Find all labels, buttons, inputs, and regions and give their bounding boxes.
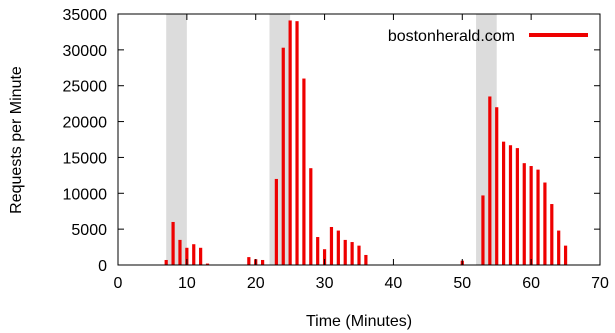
y-tick-label: 10000 [63, 186, 108, 203]
shaded-region [269, 14, 291, 265]
bar [488, 96, 492, 265]
bar [350, 242, 354, 265]
bar [522, 163, 526, 265]
bar [274, 178, 278, 265]
bar [281, 47, 285, 265]
x-tick-label: 10 [178, 275, 196, 292]
bar [343, 239, 347, 265]
bar [508, 145, 513, 265]
bar [309, 168, 313, 265]
x-tick-label: 40 [385, 275, 403, 292]
bar [550, 204, 554, 265]
bar [364, 254, 368, 265]
bar [164, 259, 168, 265]
x-tick-label: 50 [453, 275, 471, 292]
x-tick-label: 20 [247, 275, 265, 292]
bar [302, 78, 306, 266]
shaded-regions [166, 14, 497, 265]
bar [543, 182, 547, 265]
y-tick-label: 15000 [63, 150, 108, 167]
bar [199, 247, 203, 265]
bar [261, 259, 265, 265]
bar [481, 195, 485, 265]
bar [502, 141, 506, 265]
bar [185, 247, 189, 265]
x-tick-label: 70 [591, 275, 609, 292]
x-tick-label: 0 [114, 275, 123, 292]
y-tick-label: 5000 [71, 222, 107, 239]
y-tick-label: 0 [98, 258, 107, 275]
bar [536, 169, 540, 265]
shaded-region [476, 14, 497, 265]
bar [336, 230, 340, 265]
x-axis-title: Time (Minutes) [306, 313, 412, 330]
bar [288, 20, 292, 266]
bar [515, 148, 519, 265]
ticks-group [117, 13, 601, 266]
bar [205, 263, 210, 265]
bar [192, 244, 196, 265]
bar [316, 237, 320, 265]
bar [557, 230, 561, 265]
x-tick-label: 30 [316, 275, 334, 292]
bar [171, 221, 175, 265]
y-tick-label: 20000 [63, 115, 108, 132]
tick-labels-group: 0 10 20 30 40 50 60 70 0 5000 10000 15000 20000 25000… [63, 7, 610, 292]
bar [529, 166, 533, 265]
y-tick-label: 30000 [63, 43, 108, 60]
bars-group [164, 20, 568, 266]
x-tick-label: 60 [522, 275, 540, 292]
bar [563, 245, 568, 265]
shaded-region [166, 14, 187, 265]
legend: bostonherald.com [388, 28, 588, 45]
y-axis-title: Requests per Minute [8, 66, 25, 214]
bar [295, 21, 299, 265]
bar [178, 239, 182, 265]
bar [329, 226, 334, 265]
legend-label: bostonherald.com [388, 28, 515, 45]
bar [357, 245, 361, 265]
plot-frame [117, 13, 601, 266]
y-tick-label: 25000 [63, 79, 108, 96]
bar [322, 249, 327, 265]
bar [495, 107, 499, 265]
bar [247, 257, 251, 265]
y-tick-label: 35000 [63, 7, 108, 24]
